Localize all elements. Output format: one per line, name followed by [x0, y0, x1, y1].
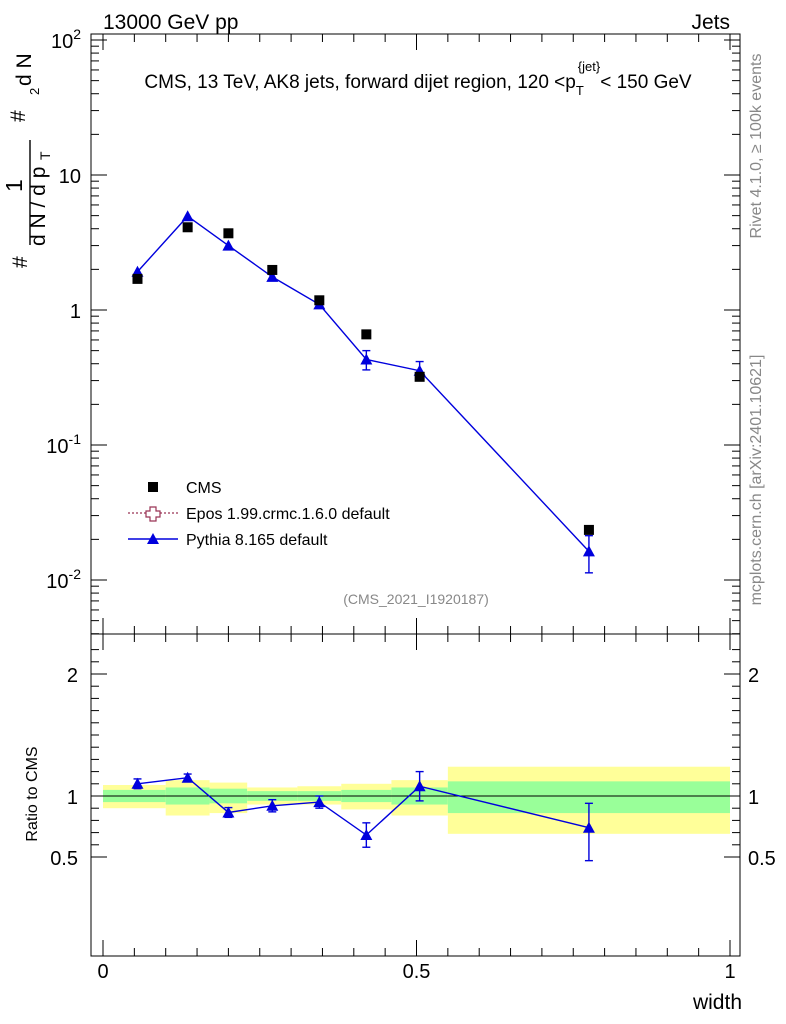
main-y-tick-label: 10: [59, 166, 81, 188]
ratio-uncertainty-bands: [103, 766, 730, 834]
x-tick-label: 0: [97, 961, 108, 983]
pythia-point: [222, 239, 235, 251]
ratio-y-tick-label: 1: [67, 787, 78, 809]
main-series: [131, 210, 595, 574]
pythia-point: [360, 353, 373, 365]
main-axis-ticks: [91, 34, 740, 635]
header-right: Jets: [691, 11, 730, 34]
x-tick-label: 0.5: [403, 961, 431, 983]
ratio-y-tick-label-right: 1: [748, 787, 759, 809]
ratio-axis-ticks: [91, 634, 740, 956]
ratio-pythia-point: [222, 806, 235, 818]
ratio-pythia-point: [181, 771, 194, 783]
cms-point: [414, 371, 425, 382]
main-y-axis-label: # 1 d N / d p T # 2 d N .: [1, 53, 53, 268]
mcplots-label: mcplots.cern.ch [arXiv:2401.10621]: [748, 355, 765, 606]
svg-text:#: #: [9, 256, 32, 268]
pythia-point: [181, 210, 194, 222]
ratio-y-label: Ratio to CMS: [24, 746, 41, 841]
svg-text:2: 2: [27, 88, 42, 95]
pythia-point: [266, 270, 279, 282]
plot-title: CMS, 13 TeV, AK8 jets, forward dijet reg…: [144, 59, 692, 98]
svg-text:#: #: [7, 110, 30, 122]
ratio-pythia-point: [360, 829, 373, 841]
x-axis-label: width: [692, 991, 742, 1014]
svg-text:d N / d p: d N / d p: [27, 167, 50, 246]
legend: CMS Epos 1.99.crmc.1.6.0 default Pythia 8.…: [128, 480, 390, 549]
ratio-tick-labels: 0.5 0.5 1 1 2 2 0 0.5 1: [50, 665, 776, 983]
ratio-y-tick-label-right: 0.5: [748, 848, 776, 870]
ratio-pythia-point: [266, 799, 279, 811]
ratio-pythia-line: [137, 776, 590, 836]
pythia-point: [582, 545, 595, 557]
svg-text:1: 1: [1, 179, 27, 192]
pythia-line: [136, 215, 590, 552]
cms-point: [361, 329, 372, 340]
main-panel: 10-2 10-1 1 10 102 CMS, 13 TeV, AK8 jets, fo…: [46, 26, 741, 635]
main-y-tick-label: 1: [70, 301, 81, 323]
cms-point: [132, 273, 143, 284]
svg-text:d N: d N: [13, 53, 36, 86]
legend-epos-marker: [145, 506, 161, 522]
ratio-series: [131, 770, 595, 862]
main-y-tick-label: 102: [51, 26, 81, 53]
cms-point: [223, 228, 234, 239]
cms-point: [267, 264, 278, 275]
svg-text:T: T: [37, 151, 53, 160]
main-y-tick-label: 10-2: [46, 566, 81, 593]
cms-point: [314, 295, 325, 306]
cms-point: [182, 222, 193, 233]
ratio-y-tick-label: 2: [67, 665, 78, 687]
ratio-pythia-point: [413, 780, 426, 792]
main-y-tick-label: 10-1: [46, 431, 81, 458]
legend-label: CMS: [186, 480, 222, 497]
analysis-id: (CMS_2021_I1920187): [343, 591, 489, 607]
cms-point: [583, 524, 594, 535]
ratio-panel: 0.5 0.5 1 1 2 2 0 0.5 1 Ratio to CMS width: [24, 633, 776, 1014]
header-left: 13000 GeV pp: [103, 11, 238, 34]
ratio-pythia-point: [313, 796, 326, 808]
legend-label: Pythia 8.165 default: [186, 532, 328, 549]
x-tick-label: 1: [724, 961, 735, 983]
main-tick-labels: 10-2 10-1 1 10 102: [46, 26, 81, 593]
ratio-y-tick-label-right: 2: [748, 665, 759, 687]
ratio-frame: [90, 633, 741, 957]
legend-cms-marker: [148, 482, 158, 492]
ratio-y-tick-label: 0.5: [50, 848, 78, 870]
legend-label: Epos 1.99.crmc.1.6.0 default: [186, 506, 390, 523]
legend-pythia-marker: [147, 533, 159, 544]
ratio-pythia-point: [131, 777, 144, 789]
rivet-version-label: Rivet 4.1.0, ≥ 100k events: [748, 54, 765, 239]
ratio-pythia-point: [582, 821, 595, 833]
